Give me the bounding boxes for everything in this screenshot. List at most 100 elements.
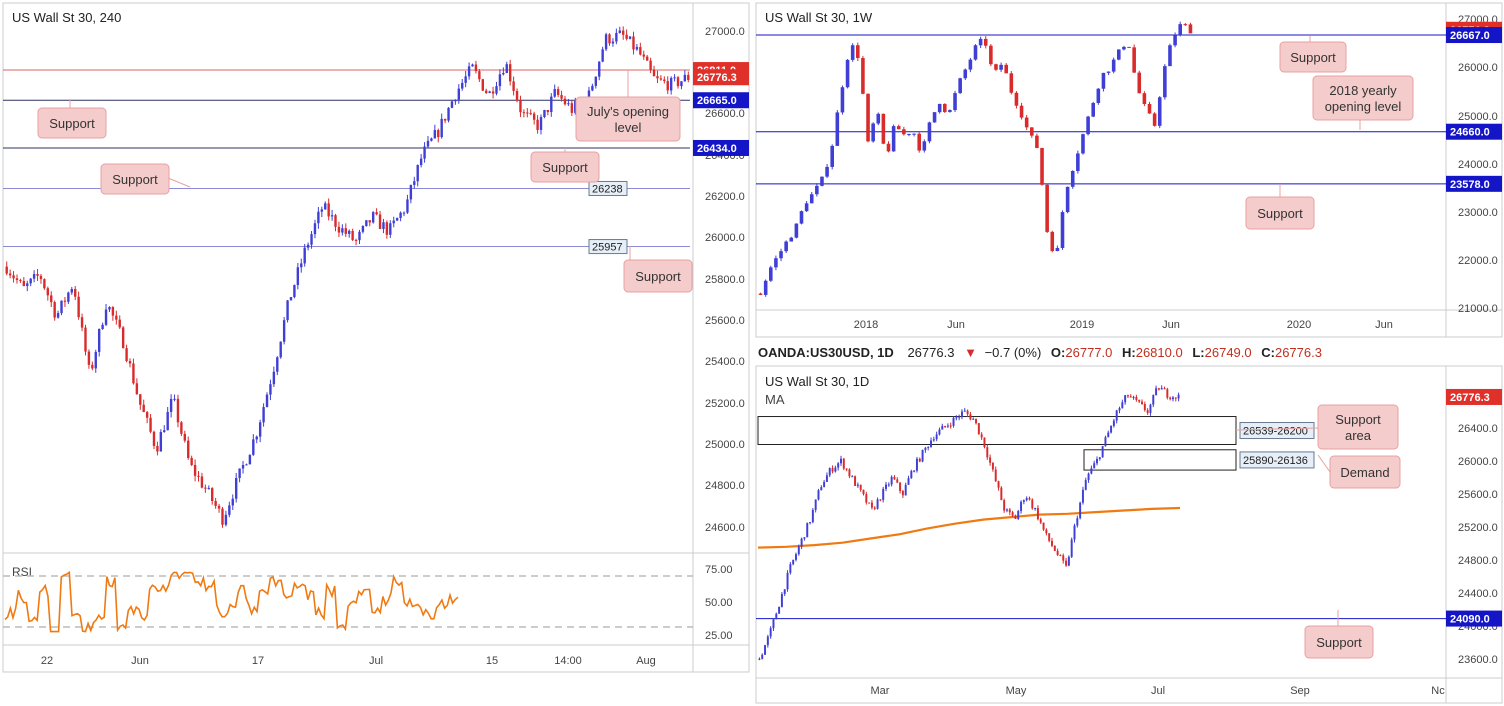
candle-body xyxy=(953,93,957,111)
candle-body xyxy=(46,288,50,296)
candle-body xyxy=(775,613,778,620)
candle-body xyxy=(1062,555,1065,561)
candle-body xyxy=(893,476,896,480)
candle-body xyxy=(101,324,104,329)
candle-body xyxy=(683,74,687,82)
candle-body xyxy=(794,554,797,560)
candle-body xyxy=(804,203,809,212)
candle-body xyxy=(1173,35,1177,46)
candle-body xyxy=(74,288,77,297)
candle-body xyxy=(361,225,365,232)
y-axis-4h: 27000.026800.026600.026400.026200.026000… xyxy=(705,26,745,534)
candle-body xyxy=(763,280,768,295)
candle-body xyxy=(1081,134,1085,154)
candle-body xyxy=(1014,92,1019,106)
candle-body xyxy=(618,30,621,33)
candle-body xyxy=(351,230,354,240)
moving-average-line xyxy=(757,506,1181,549)
candle-body xyxy=(358,231,361,241)
candle-body xyxy=(983,437,986,448)
candle-body xyxy=(792,559,795,565)
candle-body xyxy=(368,220,371,223)
candle-body xyxy=(43,279,46,289)
candle-body xyxy=(1129,396,1132,398)
y-tick-label: 27000.0 xyxy=(705,26,745,38)
candle-body xyxy=(221,508,224,525)
candle-body xyxy=(994,469,997,482)
candle-body xyxy=(560,94,563,99)
candle-body xyxy=(960,411,963,417)
candle-body xyxy=(231,498,234,506)
svg-text:Support: Support xyxy=(1290,50,1336,65)
candle-body xyxy=(67,292,70,302)
x-axis-1w: 2018 Jun 2019 Jun 2020 Jun xyxy=(854,319,1393,331)
candle-body xyxy=(820,487,823,491)
candle-body xyxy=(823,481,826,488)
candle-body xyxy=(842,458,845,469)
panel-4h[interactable]: US Wall St 30, 240 27000.026800.026600.0… xyxy=(2,2,750,673)
candle-body xyxy=(1011,512,1014,516)
price-tag: 26776.3 xyxy=(1450,392,1490,404)
candle-body xyxy=(870,502,873,508)
candle-body xyxy=(529,113,532,115)
candle-body xyxy=(1030,127,1034,136)
candle-body xyxy=(228,505,231,515)
candle-body xyxy=(385,222,389,235)
candle-body xyxy=(50,295,53,303)
candle-body xyxy=(1188,24,1193,34)
callout-demand: Demand xyxy=(1317,454,1401,489)
candle-body xyxy=(989,45,993,65)
candle-body xyxy=(80,317,84,328)
candle-body xyxy=(1000,487,1003,501)
candle-body xyxy=(604,34,608,50)
panel-1w[interactable]: US Wall St 30, 1W 27000.026000.025000.02… xyxy=(755,2,1503,338)
candle-body xyxy=(806,523,809,538)
price-change: −0.7 (0%) xyxy=(985,345,1042,360)
candle-body xyxy=(111,306,115,316)
candle-body xyxy=(913,470,916,472)
candle-body xyxy=(666,81,669,91)
high-value: 26810.0 xyxy=(1136,345,1183,360)
candle-body xyxy=(628,36,632,39)
candle-body xyxy=(1142,93,1147,104)
x-axis-4h: 22 Jun 17 Jul 15 14:00 Aug xyxy=(41,655,656,667)
candle-body xyxy=(53,302,56,318)
candle-body xyxy=(772,619,775,629)
callout-support-4h-d: Support xyxy=(623,246,693,293)
candle-body xyxy=(1055,247,1060,252)
candle-body xyxy=(966,410,969,415)
callout-july-opening-level: July's opening level xyxy=(575,70,681,142)
candle-body xyxy=(921,449,924,462)
candle-body xyxy=(1141,401,1144,405)
candle-body xyxy=(1014,515,1017,519)
candle-body xyxy=(440,118,443,138)
symbol-name: OANDA:US30USD, 1D xyxy=(758,345,894,360)
candle-body xyxy=(973,45,978,60)
candle-body xyxy=(395,218,399,221)
x-tick-label: Sep xyxy=(1290,685,1310,697)
y-tick-label: 26600.0 xyxy=(705,108,745,120)
panel-1d[interactable]: US Wall St 30, 1D MA 26400.0 26000.0 25600… xyxy=(755,365,1503,704)
zone-box xyxy=(1083,449,1237,471)
candle-body xyxy=(1065,560,1068,566)
candle-body xyxy=(856,484,859,486)
candle-body xyxy=(989,457,992,463)
y-tick-label: 22000.0 xyxy=(1458,255,1498,267)
candle-body xyxy=(761,654,764,659)
candle-body xyxy=(769,267,773,281)
candle-body xyxy=(26,283,29,286)
candle-body xyxy=(1090,468,1093,474)
candle-body xyxy=(563,98,567,105)
candle-body xyxy=(1169,397,1172,400)
candle-body xyxy=(118,319,121,328)
candle-body xyxy=(276,357,279,372)
x-tick-label: Aug xyxy=(636,655,656,667)
candle-body xyxy=(121,327,125,349)
candle-body xyxy=(1135,396,1138,400)
candle-body xyxy=(1122,46,1126,50)
candle-body xyxy=(800,538,803,547)
candle-body xyxy=(1178,24,1182,36)
candle-body xyxy=(1019,105,1024,118)
candle-body xyxy=(778,606,781,614)
